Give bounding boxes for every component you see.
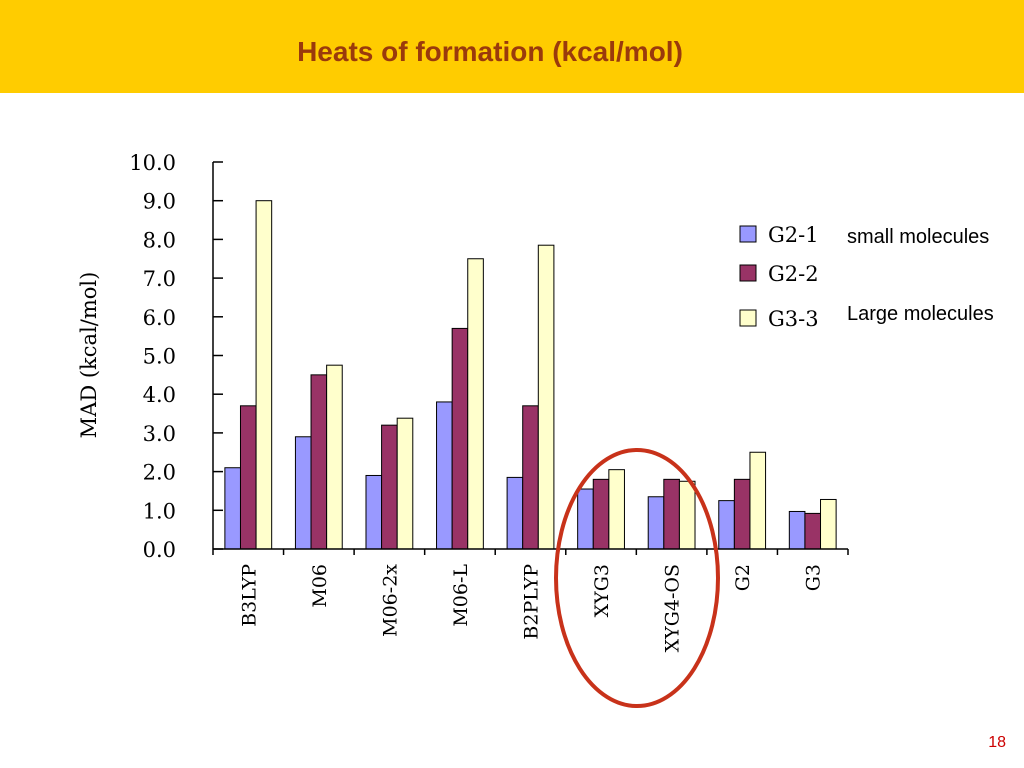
x-category-label: B2PLYP (521, 564, 543, 640)
legend-swatch-g3-3 (739, 309, 757, 327)
bar-g3-3 (467, 258, 484, 550)
bar-g3-3 (749, 451, 767, 550)
legend-label-g3-3: G3-3 (768, 307, 819, 331)
bar-g2-1 (647, 496, 665, 550)
y-axis-label: MAD (kcal/mol) (77, 272, 101, 439)
y-tick-label: 10.0 (129, 151, 176, 175)
plot-area (224, 200, 837, 550)
y-tick-label: 1.0 (143, 499, 176, 523)
legend-swatch-g2-2 (739, 264, 757, 282)
bar-g2-2 (592, 478, 610, 550)
bar-g2-1 (577, 488, 594, 550)
y-tick-label: 5.0 (143, 345, 176, 369)
x-category-label: M06 (309, 564, 331, 608)
bar-g3-3 (396, 417, 414, 550)
bar-g2-1 (718, 500, 735, 550)
legend: G2-1 G2-2 G3-3 (739, 223, 819, 331)
y-tick-label: 7.0 (143, 267, 176, 291)
bar-g2-1 (294, 436, 312, 550)
legend-label-g2-1: G2-1 (768, 223, 819, 247)
legend-swatch-g2-1 (739, 225, 757, 243)
x-category-label: G2 (732, 564, 754, 591)
bar-g2-2 (239, 405, 257, 550)
bar-g2-1 (365, 474, 383, 550)
x-category-label: XYG3 (591, 564, 613, 617)
y-tick-label: 0.0 (143, 538, 176, 562)
slide-number: 18 (988, 734, 1006, 751)
bar-g2-2 (663, 478, 680, 550)
bar-g3-3 (678, 480, 696, 550)
x-category-label: G3 (803, 564, 825, 591)
bar-g2-2 (804, 512, 822, 550)
legend-label-g2-2: G2-2 (768, 262, 819, 286)
x-category-label: M06-L (450, 564, 472, 627)
y-tick-label: 9.0 (143, 190, 176, 214)
annotation-large-molecules: Large molecules (847, 303, 994, 325)
y-tick-label: 2.0 (143, 461, 176, 485)
bar-g2-1 (506, 476, 524, 550)
y-tick-label: 3.0 (143, 422, 176, 446)
x-category-label: XYG4-OS (662, 564, 684, 652)
bar-g2-1 (224, 467, 241, 550)
bar-g2-1 (788, 510, 806, 550)
bar-g2-2 (381, 424, 398, 550)
bar-g2-2 (733, 478, 751, 550)
bar-g3-3 (537, 244, 555, 550)
highlight-ellipse (554, 448, 720, 708)
bar-g2-1 (436, 401, 453, 550)
x-axis-ticks: B3LYP M06 M06-2x M06-L B2PLYP XYG3 XYG4-OS G2 G3 (212, 549, 849, 652)
bar-g3-3 (608, 469, 625, 550)
bar-g2-2 (451, 327, 469, 550)
bar-g2-2 (310, 374, 328, 550)
header-band (0, 0, 1024, 93)
bar-g2-2 (522, 405, 539, 550)
annotation-small-molecules: small molecules (847, 226, 989, 248)
x-category-label: M06-2x (379, 564, 401, 637)
bar-g3-3 (820, 498, 837, 550)
y-axis-ticks: 0.0 1.0 2.0 3.0 4.0 5.0 6.0 7.0 8.0 9.0 10.0 (129, 151, 223, 562)
y-tick-label: 6.0 (143, 306, 176, 330)
bar-g3-3 (255, 200, 273, 550)
y-tick-label: 4.0 (143, 383, 176, 407)
slide-title: Heats of formation (kcal/mol) (297, 36, 683, 67)
y-tick-label: 8.0 (143, 228, 176, 252)
x-category-label: B3LYP (238, 564, 260, 627)
bar-g3-3 (326, 364, 343, 550)
